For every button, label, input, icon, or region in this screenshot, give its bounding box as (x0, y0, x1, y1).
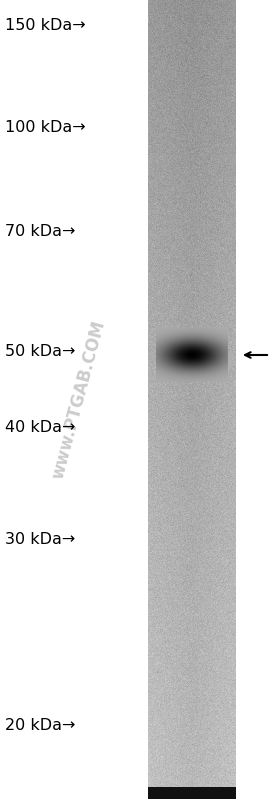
Text: 70 kDa→: 70 kDa→ (5, 224, 75, 238)
Text: 150 kDa→: 150 kDa→ (5, 18, 86, 33)
Text: www.PTGAB.COM: www.PTGAB.COM (48, 318, 108, 481)
Text: 50 kDa→: 50 kDa→ (5, 344, 75, 360)
Text: 30 kDa→: 30 kDa→ (5, 531, 75, 547)
Text: 20 kDa→: 20 kDa→ (5, 718, 75, 733)
Text: 100 kDa→: 100 kDa→ (5, 121, 86, 136)
Bar (148, 787, 236, 799)
Text: 40 kDa→: 40 kDa→ (5, 420, 75, 435)
